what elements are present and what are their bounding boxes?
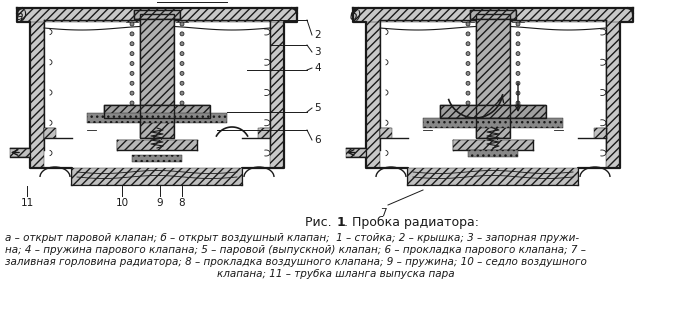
Text: 1: 1 (337, 216, 346, 229)
Circle shape (130, 42, 134, 46)
Circle shape (516, 71, 520, 75)
Bar (134, 10, 180, 19)
Circle shape (516, 61, 520, 65)
Circle shape (466, 81, 470, 85)
Bar (104, 105, 210, 118)
Circle shape (516, 32, 520, 36)
Circle shape (466, 52, 470, 55)
Bar (606, 12, 620, 168)
Circle shape (466, 101, 470, 105)
Text: 2: 2 (314, 30, 320, 40)
Bar (476, 14, 510, 138)
Text: 4: 4 (314, 63, 320, 73)
Text: . Пробка радиатора:: . Пробка радиатора: (344, 216, 479, 229)
Circle shape (130, 91, 134, 95)
Text: 8: 8 (179, 198, 185, 208)
Bar (468, 150, 518, 157)
Bar (594, 128, 606, 138)
Circle shape (466, 91, 470, 95)
Bar (423, 118, 563, 128)
Circle shape (180, 81, 184, 85)
Bar (440, 105, 546, 118)
Text: клапана; 11 – трубка шланга выпуска пара: клапана; 11 – трубка шланга выпуска пара (217, 269, 455, 279)
Circle shape (130, 32, 134, 36)
Circle shape (180, 61, 184, 65)
Circle shape (516, 101, 520, 105)
Circle shape (130, 81, 134, 85)
Bar (134, 10, 180, 19)
Circle shape (516, 91, 520, 95)
Text: 9: 9 (157, 198, 164, 208)
Circle shape (466, 71, 470, 75)
Circle shape (466, 61, 470, 65)
Circle shape (180, 101, 184, 105)
Text: б): б) (350, 10, 363, 23)
Text: 7: 7 (380, 208, 386, 218)
Bar (117, 140, 197, 150)
Bar (17, 8, 297, 22)
Text: 3: 3 (314, 47, 320, 57)
Bar (10, 148, 30, 157)
Circle shape (180, 71, 184, 75)
Bar (270, 12, 284, 168)
Circle shape (130, 101, 134, 105)
Text: Рис.: Рис. (306, 216, 336, 229)
Bar (380, 128, 392, 138)
Text: заливная горловина радиатора; 8 – прокладка воздушного клапана; 9 – пружина; 10 : заливная горловина радиатора; 8 – прокла… (5, 257, 587, 267)
Bar (476, 14, 510, 138)
Circle shape (130, 22, 134, 26)
Text: 10: 10 (116, 198, 129, 208)
Bar (470, 10, 516, 19)
Circle shape (180, 22, 184, 26)
Bar (72, 168, 242, 185)
Bar (140, 14, 174, 138)
Bar (366, 12, 380, 168)
Circle shape (466, 22, 470, 26)
Circle shape (516, 52, 520, 55)
Circle shape (180, 42, 184, 46)
Text: на; 4 – пружина парового клапана; 5 – паровой (выпускной) клапан; 6 – прокладка : на; 4 – пружина парового клапана; 5 – па… (5, 245, 586, 255)
Bar (87, 113, 227, 123)
Circle shape (130, 71, 134, 75)
Circle shape (516, 22, 520, 26)
Circle shape (130, 61, 134, 65)
Circle shape (516, 81, 520, 85)
Text: а): а) (15, 10, 28, 23)
Circle shape (130, 52, 134, 55)
Circle shape (180, 91, 184, 95)
Bar (104, 105, 210, 118)
Bar (470, 10, 516, 19)
Bar (440, 105, 546, 118)
Bar (30, 12, 44, 168)
Circle shape (466, 32, 470, 36)
Circle shape (466, 42, 470, 46)
Bar (132, 155, 182, 162)
Bar (353, 8, 633, 22)
Circle shape (516, 42, 520, 46)
Bar (258, 128, 270, 138)
Text: 5: 5 (314, 103, 320, 113)
Bar (44, 128, 56, 138)
Text: 6: 6 (314, 135, 320, 145)
Bar (453, 140, 533, 150)
Bar (346, 148, 366, 157)
Circle shape (180, 52, 184, 55)
Bar (140, 14, 174, 138)
Bar (408, 168, 578, 185)
Text: 11: 11 (20, 198, 34, 208)
Circle shape (180, 32, 184, 36)
Text: а – открыт паровой клапан; б – открыт воздушный клапан;  1 – стойка; 2 – крышка;: а – открыт паровой клапан; б – открыт во… (5, 233, 579, 243)
